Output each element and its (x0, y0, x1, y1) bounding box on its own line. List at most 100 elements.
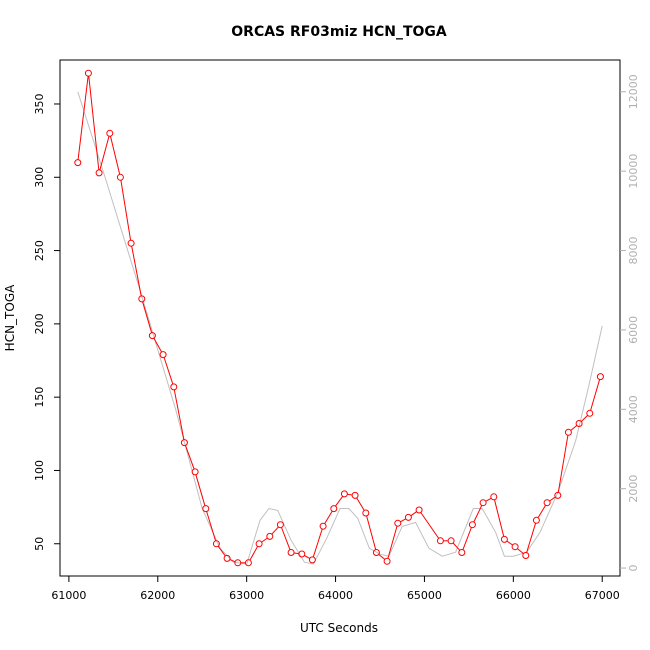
primary-series-segment (324, 510, 333, 524)
data-point (554, 491, 562, 499)
data-point (138, 295, 146, 303)
data-point (394, 519, 402, 527)
primary-series-segment (206, 511, 217, 542)
primary-series-segment (473, 505, 483, 523)
data-point (298, 550, 306, 558)
y2-tick-label: 0 (627, 565, 640, 572)
primary-series-segment (120, 180, 132, 241)
data-point (436, 537, 444, 545)
data-point (564, 428, 572, 436)
primary-series-segment (294, 552, 299, 555)
y2-tick-label: 4000 (627, 395, 640, 423)
primary-series-segment (347, 493, 353, 496)
y2-tick-label: 6000 (627, 316, 640, 344)
secondary-series-layer (77, 91, 603, 565)
primary-series-segment (281, 527, 291, 550)
y-axis-label: HCN_TOGA (3, 284, 17, 351)
x-axis: 61000 62000 63000 64000 65000 66000 67000 (51, 576, 620, 602)
data-point (522, 552, 530, 559)
data-point (212, 540, 220, 548)
primary-series-segment (195, 474, 206, 506)
data-point (148, 332, 156, 340)
primary-series-segment (312, 528, 323, 558)
chart-title: ORCAS RF03miz HCN_TOGA (231, 24, 447, 40)
data-point (415, 506, 423, 514)
x-tick-label: 61000 (51, 589, 86, 602)
primary-series-segment (410, 511, 417, 517)
data-point (490, 493, 498, 501)
data-point (234, 559, 242, 567)
data-point (266, 532, 274, 540)
data-point (596, 373, 604, 381)
primary-series-segment (304, 555, 311, 559)
y-tick-label: 50 (33, 537, 46, 551)
primary-series-segment (173, 389, 185, 440)
y2-tick-label: 2000 (627, 475, 640, 503)
primary-series-segment (526, 523, 537, 553)
data-point (127, 239, 135, 247)
data-point (202, 505, 210, 513)
data-point (372, 549, 380, 556)
x-tick-label: 63000 (229, 589, 264, 602)
primary-series-segment (420, 512, 440, 539)
primary-series-segment (494, 499, 505, 537)
data-point (458, 549, 466, 556)
data-point (95, 169, 103, 177)
data-point (362, 509, 370, 517)
primary-series-segment (570, 425, 578, 431)
primary-series-segment (537, 505, 547, 518)
primary-series-segment (506, 540, 513, 546)
plot-frame (59, 59, 621, 577)
x-tick-label: 62000 (140, 589, 175, 602)
data-point (340, 490, 348, 498)
data-point (511, 543, 519, 551)
data-point (330, 505, 338, 513)
data-point (575, 420, 583, 427)
y-tick-label: 200 (33, 313, 46, 334)
primary-series-segment (549, 496, 556, 502)
primary-series-segment (229, 559, 236, 563)
data-point (383, 557, 391, 565)
primary-series-segment (185, 445, 195, 470)
primary-series-segment (77, 76, 89, 160)
y-tick-label: 100 (33, 460, 46, 481)
data-point (404, 513, 412, 521)
data-point (586, 409, 594, 417)
data-point (276, 521, 284, 529)
y2-tick-label: 12000 (627, 74, 640, 109)
data-point (84, 69, 92, 77)
primary-series-segment (557, 435, 569, 493)
data-point (308, 556, 316, 564)
x-tick-label: 66000 (496, 589, 531, 602)
data-point (116, 173, 124, 181)
y2-tick-label: 8000 (627, 237, 640, 265)
primary-series-segment (378, 554, 386, 560)
data-point (543, 499, 551, 507)
x-tick-label: 64000 (318, 589, 353, 602)
primary-series-segment (400, 518, 407, 523)
y-tick-label: 150 (33, 387, 46, 408)
primary-series-segment (99, 136, 110, 171)
data-point (255, 540, 263, 548)
primary-series-segment (462, 527, 472, 550)
data-point (244, 559, 252, 567)
y-tick-label: 250 (33, 240, 46, 261)
primary-series-segment (356, 497, 365, 511)
x-tick-label: 65000 (407, 589, 442, 602)
primary-series-segment (580, 415, 588, 422)
data-point (106, 129, 114, 137)
primary-series-segment (271, 526, 279, 535)
data-point (223, 554, 231, 562)
data-point (159, 351, 167, 359)
data-point (479, 499, 487, 507)
data-point (319, 522, 327, 530)
primary-series-segment (452, 542, 461, 551)
primary-series-layer (74, 69, 604, 567)
primary-series-segment (142, 301, 153, 333)
primary-series-segment (590, 379, 601, 411)
y-axis-left: 50 100 150 200 250 300 350 (33, 93, 60, 551)
data-point (500, 535, 508, 543)
primary-series-segment (366, 515, 377, 550)
primary-series-segment (335, 496, 344, 507)
primary-series-segment (517, 548, 524, 554)
